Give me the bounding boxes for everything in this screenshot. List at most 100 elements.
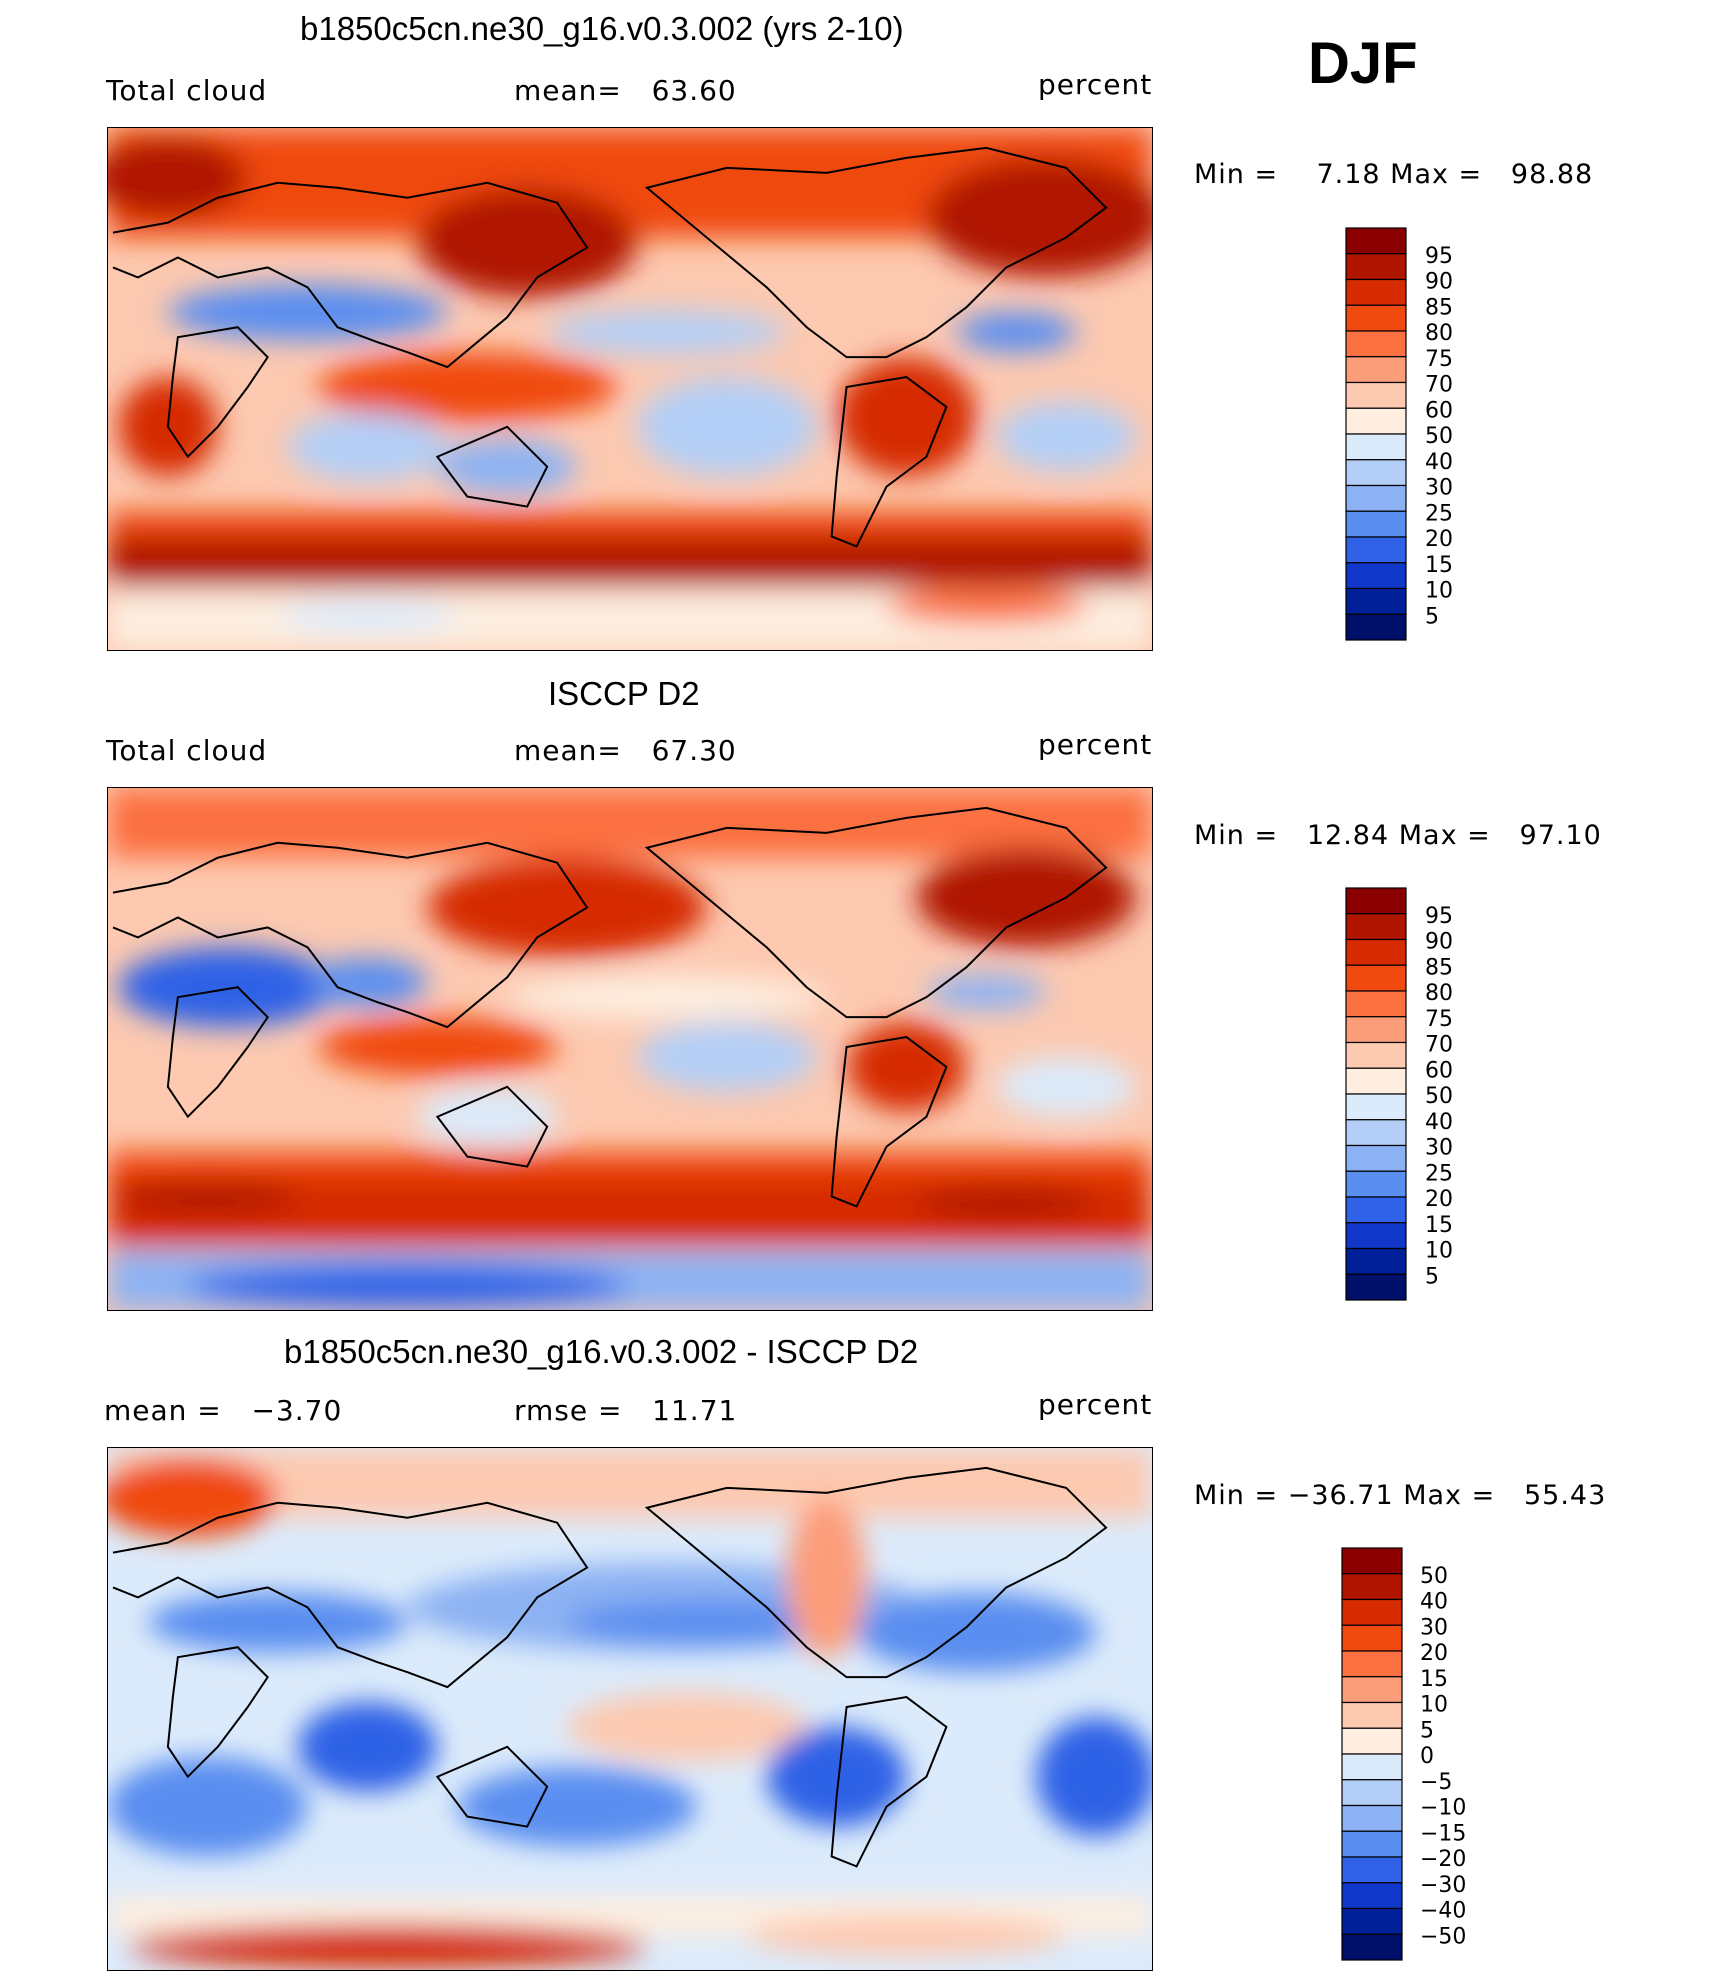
colorbar-swatch [1341,1676,1403,1704]
colorbar-tick-label: 20 [1425,1187,1453,1212]
colorbar-tick-label: 25 [1425,1161,1453,1186]
colorbar-swatch [1341,1830,1403,1858]
colorbar-tick-label: −30 [1420,1873,1466,1898]
colorbar-tick-label: 15 [1425,1213,1453,1238]
colorbar-swatch [1341,1650,1403,1678]
colorbar-swatch [1341,1547,1403,1575]
panel3-units: percent [1038,1388,1153,1421]
colorbar-swatch [1341,1856,1403,1884]
colorbar-tick-label: 85 [1425,295,1453,320]
panel2-minmax: Min = 12.84 Max = 97.10 [1194,820,1602,851]
colorbar-swatch [1345,253,1407,281]
colorbar-swatch [1345,433,1407,461]
colorbar-tick-label: 50 [1425,1084,1453,1109]
colorbar-swatch [1341,1701,1403,1729]
colorbar-swatch [1341,1907,1403,1935]
colorbar-swatch [1345,1170,1407,1198]
colorbar-swatch [1345,356,1407,384]
colorbar-tick-label: 30 [1425,476,1453,501]
colorbar-swatch [1341,1573,1403,1601]
colorbar-tick-label: 40 [1420,1590,1448,1615]
colorbar-tick-label: 40 [1425,450,1453,475]
colorbar-swatch [1345,887,1407,915]
colorbar-swatch [1345,459,1407,487]
colorbar-swatch [1341,1804,1403,1832]
colorbar-tick-label: 10 [1425,579,1453,604]
panel2-title: ISCCP D2 [548,675,700,712]
colorbar-swatch [1345,1247,1407,1275]
colorbar-swatch [1345,536,1407,564]
colorbar-tick-label: −20 [1420,1847,1466,1872]
colorbar-swatch [1341,1598,1403,1626]
colorbar-swatch [1345,913,1407,941]
panel1-left-label: Total cloud [106,74,268,107]
colorbar-tick-label: 80 [1425,321,1453,346]
panel1-mean: mean= 63.60 [514,74,737,107]
colorbar-tick-label: 30 [1425,1136,1453,1161]
panel2-coastlines [112,806,1108,1208]
colorbar-tick-label: 75 [1425,1007,1453,1032]
colorbar-tick-label: 20 [1425,527,1453,552]
colorbar-swatch [1345,330,1407,358]
colorbar-tick-label: 10 [1425,1239,1453,1264]
colorbar-tick-label: 60 [1425,1058,1453,1083]
colorbar-swatch [1345,227,1407,255]
colorbar-swatch [1341,1753,1403,1781]
panel3-rmse: rmse = 11.71 [514,1394,738,1427]
panel1-coastlines [112,146,1108,548]
colorbar-tick-label: 70 [1425,373,1453,398]
colorbar-tick-label: −10 [1420,1796,1466,1821]
colorbar-swatch [1345,510,1407,538]
panel2-map [107,787,1153,1311]
colorbar-tick-label: 90 [1425,270,1453,295]
colorbar-tick-label: 90 [1425,930,1453,955]
colorbar-swatch [1345,278,1407,306]
colorbar-tick-label: 80 [1425,981,1453,1006]
colorbar-tick-label: 50 [1425,424,1453,449]
colorbar-tick-label: 5 [1420,1718,1434,1743]
colorbar-swatch [1345,613,1407,641]
colorbar-tick-label: 5 [1425,1264,1439,1289]
colorbar-swatch [1345,1016,1407,1044]
colorbar-swatch [1345,587,1407,615]
colorbar-swatch [1345,1041,1407,1069]
colorbar-tick-label: −40 [1420,1899,1466,1924]
colorbar-swatch [1345,562,1407,590]
colorbar-swatch [1345,407,1407,435]
colorbar-tick-label: 70 [1425,1033,1453,1058]
panel3-mean: mean = −3.70 [104,1394,343,1427]
panel3-map [107,1447,1153,1971]
colorbar-tick-label: −50 [1420,1924,1466,1949]
colorbar-tick-label: −5 [1420,1770,1452,1795]
colorbar-tick-label: 25 [1425,501,1453,526]
colorbar-swatch [1345,1119,1407,1147]
colorbar-swatch [1341,1933,1403,1961]
colorbar-tick-label: 20 [1420,1641,1448,1666]
colorbar-tick-label: 40 [1425,1110,1453,1135]
panel3-title: b1850c5cn.ne30_g16.v0.3.002 - ISCCP D2 [284,1333,919,1370]
colorbar-swatch [1341,1779,1403,1807]
colorbar-tick-label: 75 [1425,347,1453,372]
colorbar-tick-label: 10 [1420,1693,1448,1718]
colorbar-swatch [1345,484,1407,512]
panel3-map-field [108,1448,1152,1970]
panel3-minmax: Min = −36.71 Max = 55.43 [1194,1480,1607,1511]
panel1-minmax: Min = 7.18 Max = 98.88 [1194,159,1594,190]
panel2-units: percent [1038,728,1153,761]
colorbar-swatch [1345,990,1407,1018]
colorbar-swatch [1341,1624,1403,1652]
colorbar-tick-label: 0 [1420,1744,1434,1769]
panel1-units: percent [1038,68,1153,101]
colorbar-tick-label: 15 [1420,1667,1448,1692]
panel2-left-label: Total cloud [106,734,268,767]
panel1-map-field [108,128,1152,650]
panel2-mean: mean= 67.30 [514,734,737,767]
colorbar-swatch [1345,1093,1407,1121]
colorbar-tick-label: 60 [1425,398,1453,423]
colorbar-tick-label: 5 [1425,604,1439,629]
colorbar-swatch [1345,1067,1407,1095]
colorbar-swatch [1345,938,1407,966]
colorbar-swatch [1341,1727,1403,1755]
colorbar-swatch [1345,1144,1407,1172]
colorbar-swatch [1345,304,1407,332]
